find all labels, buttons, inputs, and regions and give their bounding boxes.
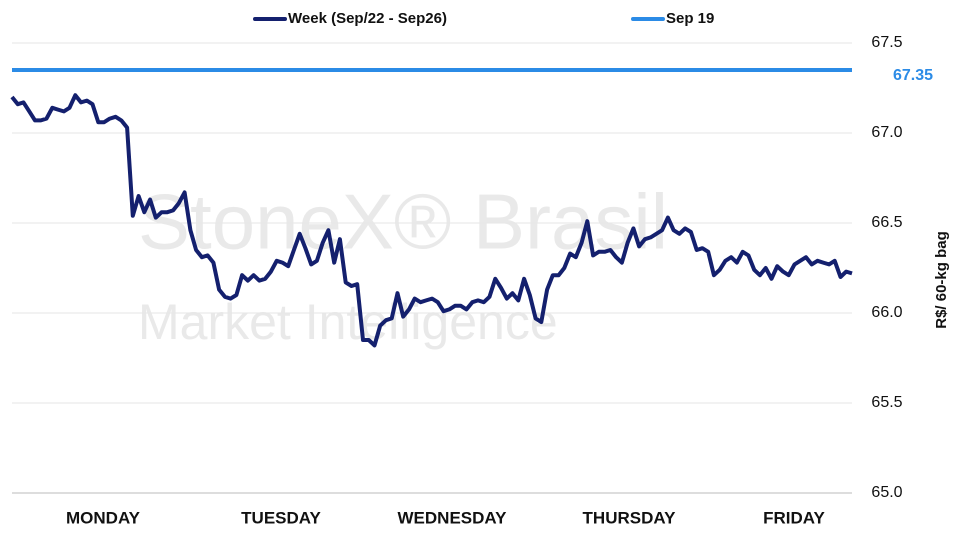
y-tick-label: 66.0 [871,304,902,321]
x-tick-label: FRIDAY [763,508,825,527]
y-tick-label: 67.0 [871,124,902,141]
value-label: 67.35 [893,67,933,84]
y-tick-label: 67.5 [871,34,902,51]
x-tick-label: THURSDAY [583,508,677,527]
y-axis-label: R$/ 60-kg bag [933,231,950,329]
watermark: Market Intelligence [138,294,558,350]
series-line [10,93,853,348]
y-tick-label: 65.0 [871,484,902,501]
x-tick-label: TUESDAY [241,508,321,527]
x-tick-label: WEDNESDAY [398,508,508,527]
y-tick-label: 65.5 [871,394,902,411]
x-tick-label: MONDAY [66,508,141,527]
legend-label: Sep 19 [666,10,714,27]
y-tick-label: 66.5 [871,214,902,231]
legend-label: Week (Sep/22 - Sep26) [288,10,447,27]
